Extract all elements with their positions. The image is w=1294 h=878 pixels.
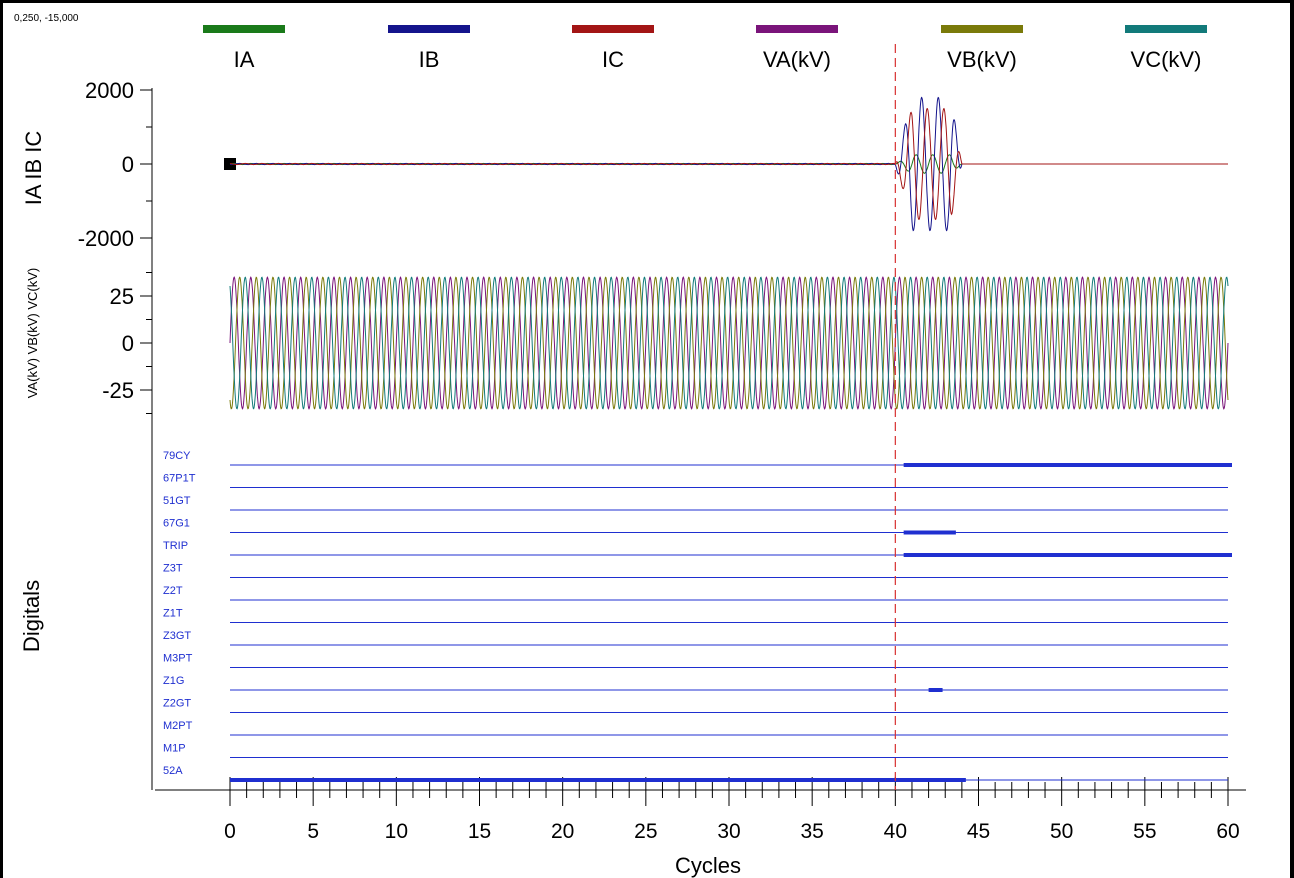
legend-swatch-ic bbox=[572, 25, 654, 33]
coordinate-readout: 0,250, -15,000 bbox=[14, 13, 79, 24]
voltage-tick-label: 25 bbox=[110, 284, 134, 309]
voltage-trace-vc bbox=[229, 276, 1229, 410]
digital-label-m2pt: M2PT bbox=[163, 720, 193, 732]
legend-label-ib: IB bbox=[419, 47, 440, 72]
x-tick-label: 60 bbox=[1216, 820, 1239, 843]
digital-label-67p1t: 67P1T bbox=[163, 473, 196, 485]
legend-label-ic: IC bbox=[602, 47, 624, 72]
current-trace-ic bbox=[229, 107, 1228, 221]
current-tick-label: 2000 bbox=[85, 78, 134, 103]
digital-label-51gt: 51GT bbox=[163, 495, 191, 507]
voltage-trace-vb bbox=[229, 276, 1229, 410]
digital-label-trip: TRIP bbox=[163, 540, 188, 552]
digital-panel: 79CY 67P1T 51GT 67G1 TRIP Z3T Z2T Z1T Z3GT M3PT Z1… bbox=[163, 450, 1232, 782]
x-axis-title: Cycles bbox=[675, 853, 741, 878]
voltage-axis-title: VA(kV) VB(kV) VC(kV) bbox=[25, 268, 40, 399]
digital-label-z2gt: Z2GT bbox=[163, 698, 191, 710]
x-tick-label: 20 bbox=[551, 820, 574, 843]
legend-swatch-ia bbox=[203, 25, 285, 33]
legend-label-ia: IA bbox=[234, 47, 255, 72]
x-tick-label: 10 bbox=[385, 820, 408, 843]
voltage-tick-label: -25 bbox=[102, 378, 134, 403]
digital-label-z2t: Z2T bbox=[163, 585, 183, 597]
x-tick-label: 55 bbox=[1133, 820, 1156, 843]
digitals-axis-title: Digitals bbox=[19, 580, 44, 652]
x-tick-label: 45 bbox=[967, 820, 990, 843]
legend-swatch-vb bbox=[941, 25, 1023, 33]
digital-label-m1p: M1P bbox=[163, 743, 186, 755]
digital-label-67g1: 67G1 bbox=[163, 518, 190, 530]
voltage-panel bbox=[229, 276, 1229, 410]
current-axis-title: IA IB IC bbox=[21, 131, 46, 206]
legend-swatch-va bbox=[756, 25, 838, 33]
x-tick-label: 40 bbox=[884, 820, 907, 843]
x-tick-label: 25 bbox=[634, 820, 657, 843]
current-tick-label: -2000 bbox=[78, 226, 134, 251]
legend-label-vb: VB(kV) bbox=[947, 47, 1017, 72]
legend-label-vc: VC(kV) bbox=[1131, 47, 1202, 72]
x-tick-label: 35 bbox=[800, 820, 823, 843]
x-tick-label: 5 bbox=[307, 820, 319, 843]
digital-label-z1t: Z1T bbox=[163, 608, 183, 620]
voltage-tick-label: 0 bbox=[122, 331, 134, 356]
legend-swatch-vc bbox=[1125, 25, 1207, 33]
legend-swatch-ib bbox=[388, 25, 470, 33]
digital-label-52a: 52A bbox=[163, 765, 183, 777]
x-tick-label: 30 bbox=[717, 820, 740, 843]
digital-label-z3t: Z3T bbox=[163, 563, 183, 575]
digital-label-79cy: 79CY bbox=[163, 450, 191, 462]
axes: 2000 0 -2000 25 0 -25 0 5 10 15 20 25 30 35 40 45 50 55 60 bbox=[78, 78, 1246, 843]
current-panel bbox=[224, 96, 1228, 232]
x-tick-label: 15 bbox=[468, 820, 491, 843]
digital-label-z3gt: Z3GT bbox=[163, 630, 191, 642]
x-tick-label: 50 bbox=[1050, 820, 1073, 843]
legend-label-va: VA(kV) bbox=[763, 47, 831, 72]
digital-label-z1g: Z1G bbox=[163, 675, 184, 687]
digital-label-m3pt: M3PT bbox=[163, 653, 193, 665]
x-tick-label: 0 bbox=[224, 820, 236, 843]
current-tick-label: 0 bbox=[122, 152, 134, 177]
voltage-trace-va bbox=[229, 276, 1229, 410]
legend: IA IB IC VA(kV) VB(kV) VC(kV) bbox=[203, 25, 1207, 72]
